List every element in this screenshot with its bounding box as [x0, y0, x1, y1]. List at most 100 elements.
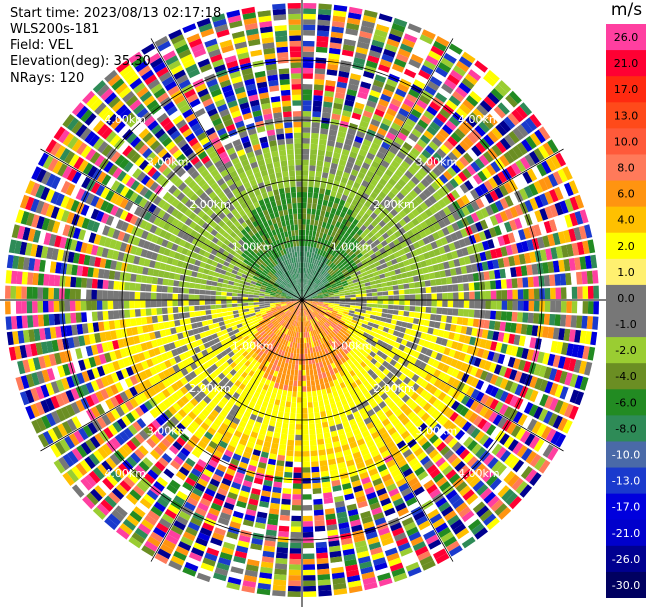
velocity-gate [253, 297, 259, 300]
velocity-gate [341, 315, 348, 320]
velocity-gate [564, 372, 573, 386]
velocity-gate [86, 311, 93, 322]
velocity-gate [295, 429, 302, 435]
velocity-gate [391, 335, 398, 342]
velocity-gate [321, 205, 327, 212]
velocity-gate [479, 219, 489, 230]
velocity-gate [320, 286, 326, 291]
velocity-gate [385, 236, 393, 244]
velocity-gate [437, 229, 445, 238]
velocity-gate [323, 294, 329, 297]
velocity-gate [576, 345, 585, 359]
velocity-gate [302, 229, 306, 236]
velocity-gate [468, 309, 475, 318]
velocity-gate [426, 293, 432, 300]
velocity-gate [549, 189, 559, 203]
velocity-gate [420, 178, 430, 188]
velocity-gate [359, 283, 366, 288]
velocity-gate [310, 290, 316, 295]
velocity-gate [359, 167, 368, 175]
velocity-gate [476, 82, 490, 95]
velocity-gate [317, 444, 326, 451]
velocity-gate [183, 312, 190, 319]
velocity-gate [373, 156, 383, 165]
velocity-gate [80, 289, 87, 300]
velocity-gate [302, 515, 313, 522]
velocity-gate [325, 259, 331, 265]
velocity-gate [479, 406, 489, 417]
velocity-gate [438, 345, 446, 354]
velocity-gate [449, 178, 459, 189]
velocity-gate [408, 132, 419, 143]
velocity-gate [316, 547, 328, 554]
velocity-gate [346, 208, 353, 216]
velocity-gate [361, 303, 367, 307]
velocity-gate [318, 243, 324, 250]
velocity-gate [327, 260, 333, 267]
velocity-gate [386, 108, 397, 117]
velocity-gate [303, 289, 306, 295]
velocity-gate [317, 237, 322, 244]
velocity-gate [221, 308, 228, 313]
velocity-gate [342, 282, 349, 287]
velocity-gate [393, 300, 400, 305]
velocity-gate [313, 259, 318, 265]
velocity-gate [326, 206, 332, 213]
velocity-gate [420, 245, 428, 254]
velocity-gate [409, 294, 416, 300]
velocity-gate [379, 58, 392, 68]
velocity-gate [343, 189, 350, 197]
velocity-gate [438, 174, 449, 184]
velocity-gate [382, 360, 390, 368]
velocity-gate [205, 305, 211, 310]
velocity-gate [307, 301, 313, 304]
velocity-gate [501, 290, 508, 300]
velocity-gate [408, 113, 419, 123]
velocity-gate [273, 481, 283, 488]
velocity-gate [468, 282, 475, 291]
velocity-gate [504, 208, 514, 220]
velocity-gate [422, 188, 432, 198]
velocity-gate [332, 274, 339, 280]
velocity-gate [386, 220, 394, 229]
velocity-gate [342, 110, 352, 118]
velocity-gate [513, 334, 521, 346]
velocity-gate [472, 108, 485, 120]
velocity-gate [434, 177, 445, 188]
velocity-gate [343, 143, 352, 151]
velocity-gate [492, 331, 500, 341]
velocity-gate [302, 262, 304, 268]
velocity-gate [398, 107, 410, 118]
velocity-gate [554, 384, 564, 398]
velocity-gate [392, 330, 400, 337]
velocity-gate [342, 334, 348, 340]
velocity-gate [402, 316, 409, 322]
velocity-gate [328, 302, 335, 305]
velocity-gate [427, 357, 435, 366]
velocity-gate [592, 270, 599, 284]
velocity-gate [492, 352, 500, 363]
velocity-gate [349, 244, 356, 251]
velocity-gate [479, 183, 489, 194]
velocity-gate [150, 292, 157, 300]
velocity-gate [455, 360, 464, 370]
velocity-gate [523, 300, 529, 311]
velocity-gate [307, 262, 310, 269]
velocity-gate [360, 232, 367, 239]
velocity-gate [559, 370, 568, 385]
velocity-gate [393, 295, 400, 300]
velocity-gate [308, 274, 312, 280]
velocity-gate [569, 196, 579, 211]
velocity-gate [471, 64, 485, 77]
velocity-gate [379, 321, 386, 327]
velocity-gate [347, 267, 354, 273]
velocity-gate [277, 541, 289, 548]
velocity-gate [397, 332, 405, 339]
velocity-gate [302, 219, 306, 225]
velocity-gate [470, 212, 480, 223]
velocity-gate [322, 106, 332, 114]
velocity-gate [410, 343, 418, 351]
velocity-gate [519, 102, 533, 116]
velocity-gate [303, 332, 306, 338]
velocity-gate [483, 408, 494, 420]
